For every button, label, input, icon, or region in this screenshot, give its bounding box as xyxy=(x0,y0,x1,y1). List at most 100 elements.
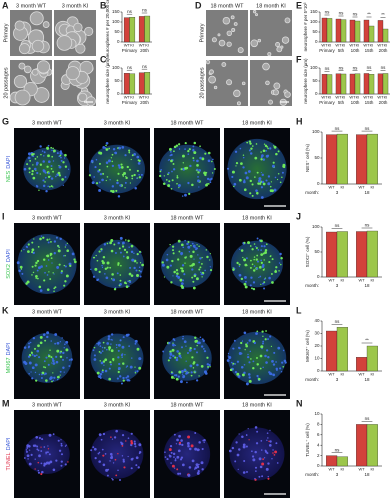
cell xyxy=(243,460,246,463)
cell xyxy=(237,468,239,470)
cell xyxy=(121,356,124,358)
cell xyxy=(51,362,53,364)
cell xyxy=(167,359,170,362)
sphere xyxy=(250,39,259,48)
sphere xyxy=(86,96,96,107)
bar xyxy=(349,19,356,43)
cell xyxy=(252,360,255,363)
cell xyxy=(133,252,135,254)
cell xyxy=(226,167,230,170)
cell-cluster xyxy=(24,434,70,474)
cell xyxy=(204,269,206,272)
cell xyxy=(245,257,248,260)
series-label: WT xyxy=(377,43,384,48)
cell xyxy=(165,179,168,181)
cell xyxy=(131,174,134,177)
cell xyxy=(30,371,32,373)
cell xyxy=(136,370,139,373)
cell xyxy=(187,352,189,354)
sphere xyxy=(221,62,227,67)
cell xyxy=(207,182,210,185)
cell xyxy=(201,468,204,471)
cell xyxy=(238,178,242,182)
panel-letter: L xyxy=(296,305,302,315)
annotation: ns xyxy=(353,12,359,17)
cell xyxy=(27,152,31,156)
cell xyxy=(58,174,62,177)
cell xyxy=(197,175,199,178)
cell xyxy=(115,344,118,346)
cell xyxy=(40,235,43,237)
bar xyxy=(123,73,130,95)
stain-counter: DAPI xyxy=(6,437,12,450)
cell xyxy=(115,474,118,477)
cell xyxy=(57,249,61,253)
cell xyxy=(186,381,188,384)
cell xyxy=(243,258,247,262)
cell xyxy=(44,463,47,466)
cell xyxy=(62,161,65,164)
cell xyxy=(138,159,141,163)
cell xyxy=(39,163,43,166)
cell xyxy=(256,357,258,359)
cell xyxy=(178,250,181,253)
cell xyxy=(168,180,171,183)
cell xyxy=(185,166,189,170)
cell xyxy=(176,350,179,353)
cell xyxy=(259,354,263,358)
cell xyxy=(37,471,41,474)
cell xyxy=(242,443,246,447)
column-label: 18 month WT xyxy=(210,3,244,9)
cell xyxy=(184,148,186,150)
bar xyxy=(363,19,370,43)
cell xyxy=(45,379,48,382)
cell xyxy=(194,246,196,249)
cell xyxy=(97,452,100,455)
cell xyxy=(98,162,101,165)
cell xyxy=(235,165,237,167)
cell xyxy=(261,154,264,157)
category-label: 15th xyxy=(365,48,374,53)
cell xyxy=(106,342,110,345)
cell xyxy=(243,363,246,366)
cell xyxy=(53,252,56,255)
cell xyxy=(256,191,259,195)
cell xyxy=(60,350,63,353)
cell xyxy=(204,173,207,177)
y-tick-label: 4 xyxy=(317,442,320,447)
cell xyxy=(229,368,233,372)
x-axis-label: month: xyxy=(305,283,319,288)
cell xyxy=(186,242,189,245)
cell xyxy=(92,446,95,449)
y-tick-label: 50 xyxy=(314,155,320,160)
cell xyxy=(241,373,245,377)
cell xyxy=(38,266,41,270)
cell xyxy=(113,288,117,291)
cell xyxy=(200,271,202,273)
cell xyxy=(46,335,49,339)
cell xyxy=(23,248,25,251)
cell xyxy=(45,265,48,267)
cell xyxy=(34,264,37,267)
cell xyxy=(27,355,31,358)
cell xyxy=(58,165,62,169)
series-label: WT xyxy=(328,185,335,190)
series-label: KI xyxy=(356,43,360,48)
bar xyxy=(335,18,342,43)
cell xyxy=(181,370,184,373)
column-label: 18 month WT xyxy=(170,402,204,408)
cell xyxy=(176,468,179,471)
cell xyxy=(120,165,124,169)
cell xyxy=(209,178,212,181)
cell xyxy=(133,442,137,446)
cell xyxy=(237,346,241,349)
cell xyxy=(193,274,197,278)
cell xyxy=(117,370,120,374)
cell xyxy=(34,167,37,171)
cell xyxy=(200,273,203,276)
cell xyxy=(250,287,253,290)
cell xyxy=(170,451,173,454)
bar xyxy=(138,72,145,95)
bar xyxy=(326,74,333,95)
cell xyxy=(96,259,99,262)
